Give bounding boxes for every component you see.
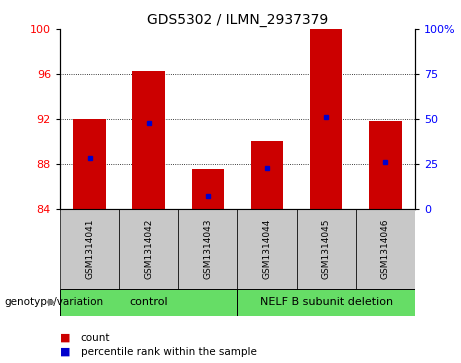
Text: control: control bbox=[130, 297, 168, 307]
Text: ■: ■ bbox=[60, 347, 71, 357]
Bar bbox=[60, 289, 237, 316]
Title: GDS5302 / ILMN_2937379: GDS5302 / ILMN_2937379 bbox=[147, 13, 328, 26]
Bar bbox=[237, 289, 415, 316]
Text: count: count bbox=[81, 333, 110, 343]
Text: GSM1314043: GSM1314043 bbox=[203, 219, 213, 279]
Text: ▶: ▶ bbox=[48, 297, 55, 307]
Bar bbox=[237, 209, 296, 289]
Text: genotype/variation: genotype/variation bbox=[5, 297, 104, 307]
Bar bbox=[251, 141, 283, 209]
Bar bbox=[296, 209, 356, 289]
Bar bbox=[73, 119, 106, 209]
Bar bbox=[310, 29, 343, 209]
Bar bbox=[192, 170, 224, 209]
Text: GSM1314045: GSM1314045 bbox=[322, 219, 331, 279]
Bar bbox=[132, 70, 165, 209]
Text: percentile rank within the sample: percentile rank within the sample bbox=[81, 347, 257, 357]
Bar bbox=[356, 209, 415, 289]
Text: GSM1314044: GSM1314044 bbox=[262, 219, 272, 279]
Text: GSM1314041: GSM1314041 bbox=[85, 219, 94, 279]
Text: GSM1314042: GSM1314042 bbox=[144, 219, 153, 279]
Bar bbox=[119, 209, 178, 289]
Text: NELF B subunit deletion: NELF B subunit deletion bbox=[260, 297, 393, 307]
Bar bbox=[60, 209, 119, 289]
Text: ■: ■ bbox=[60, 333, 71, 343]
Bar bbox=[178, 209, 237, 289]
Bar bbox=[369, 121, 402, 209]
Text: GSM1314046: GSM1314046 bbox=[381, 219, 390, 279]
